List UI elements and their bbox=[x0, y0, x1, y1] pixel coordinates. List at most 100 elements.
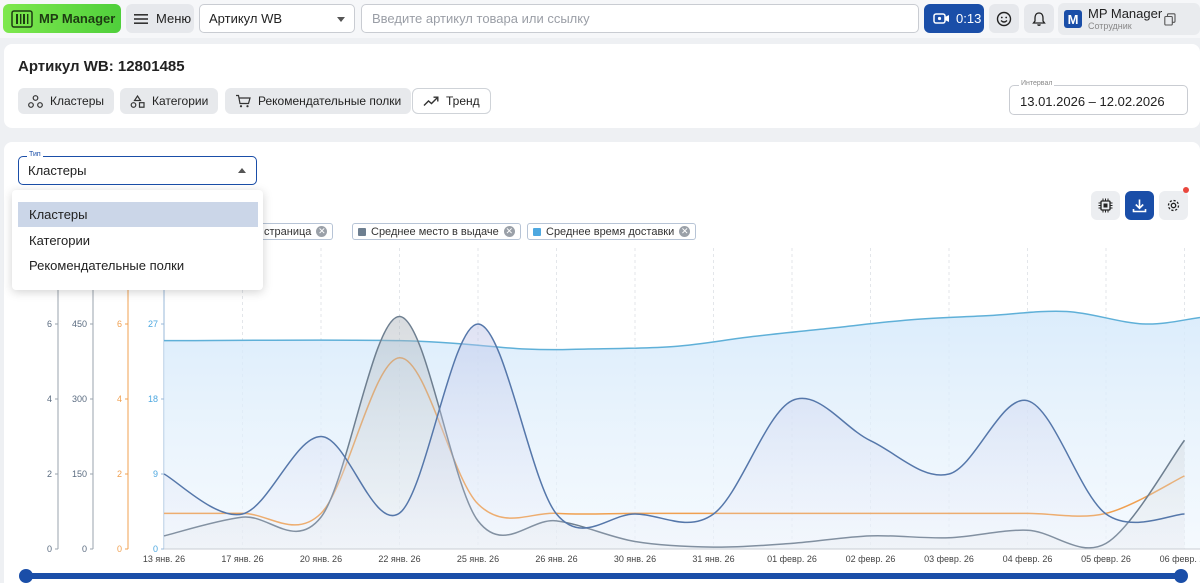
series-area bbox=[164, 323, 1185, 549]
y-tick-label: 4 bbox=[117, 394, 122, 404]
record-button[interactable]: 0:13 bbox=[924, 4, 984, 33]
x-tick-label: 31 янв. 26 bbox=[692, 554, 734, 564]
dropdown-option-categories[interactable]: Категории bbox=[29, 233, 90, 248]
chip-icon bbox=[1098, 198, 1113, 213]
cart-icon bbox=[236, 94, 251, 108]
y-tick-label: 2 bbox=[117, 469, 122, 479]
remove-icon[interactable]: ✕ bbox=[316, 226, 328, 237]
gear-icon bbox=[1167, 199, 1180, 212]
top-bar: MP Manager Меню Артикул WB 0:13 M MP Man… bbox=[0, 0, 1200, 38]
bell-icon bbox=[1032, 11, 1046, 26]
x-tick-label: 20 янв. 26 bbox=[300, 554, 342, 564]
legend-chip-avg-position-label: Среднее место в выдаче bbox=[371, 225, 499, 238]
y-tick-label: 0 bbox=[153, 544, 158, 554]
type-select-value: Кластеры bbox=[28, 163, 87, 178]
article-type-value: Артикул WB bbox=[209, 11, 283, 26]
x-tick-label: 05 февр. 26 bbox=[1081, 554, 1131, 564]
y-tick-label: 18 bbox=[148, 394, 158, 404]
interval-value: 13.01.2026 – 12.02.2026 bbox=[1020, 94, 1165, 109]
y-tick-label: 0 bbox=[82, 544, 87, 554]
tab-categories[interactable]: Категории bbox=[120, 88, 219, 114]
caret-down-icon bbox=[337, 17, 345, 22]
menu-button[interactable]: Меню bbox=[126, 4, 194, 33]
download-icon bbox=[1132, 199, 1147, 213]
metrics-line-chart: 0 2 4 6 0 150 300 450 0 2 4 6 0 9 18 27 13 янв. 26 17 янв… bbox=[47, 248, 1200, 564]
x-tick-label: 06 февр. 26 bbox=[1160, 554, 1200, 564]
chart-chip-button[interactable] bbox=[1091, 191, 1120, 220]
dropdown-option-clusters[interactable]: Кластеры bbox=[18, 202, 258, 227]
chart-settings-button[interactable] bbox=[1159, 191, 1188, 220]
x-tick-label: 03 февр. 26 bbox=[924, 554, 974, 564]
interval-label: Интервал bbox=[1019, 80, 1055, 87]
legend-chip-delivery-time[interactable]: Среднее время доставки ✕ bbox=[527, 223, 697, 240]
range-slider-track[interactable] bbox=[24, 573, 1182, 579]
x-tick-label: 26 янв. 26 bbox=[535, 554, 577, 564]
legend-swatch bbox=[533, 227, 541, 236]
tab-trend[interactable]: Тренд bbox=[412, 88, 491, 114]
remove-icon[interactable]: ✕ bbox=[503, 226, 515, 237]
range-slider-start-handle[interactable] bbox=[19, 569, 33, 583]
tab-clusters[interactable]: Кластеры bbox=[18, 88, 114, 114]
y-tick-label: 6 bbox=[47, 319, 52, 329]
article-search-input[interactable] bbox=[361, 4, 919, 33]
type-dropdown-menu: Кластеры Категории Рекомендательные полк… bbox=[12, 190, 263, 290]
remove-icon[interactable]: ✕ bbox=[679, 226, 691, 237]
article-header-card: Артикул WB: 12801485 Кластеры Категории … bbox=[4, 44, 1200, 128]
emoji-button[interactable] bbox=[989, 4, 1019, 33]
tab-recommendation-shelves-label: Рекомендательные полки bbox=[258, 94, 402, 108]
menu-label: Меню bbox=[156, 11, 192, 26]
record-time: 0:13 bbox=[956, 11, 982, 26]
account-menu[interactable]: M MP Manager Сотрудник bbox=[1058, 3, 1200, 35]
type-select-label: Тип bbox=[27, 151, 43, 158]
y-tick-label: 4 bbox=[47, 394, 52, 404]
barcode-logo-icon bbox=[11, 9, 33, 28]
account-role: Сотрудник bbox=[1088, 21, 1132, 31]
x-tick-label: 02 февр. 26 bbox=[846, 554, 896, 564]
y-tick-label: 150 bbox=[72, 469, 87, 479]
y-tick-label: 450 bbox=[72, 319, 87, 329]
notifications-button[interactable] bbox=[1024, 4, 1054, 33]
logo-button[interactable]: MP Manager bbox=[3, 4, 121, 33]
y-tick-label: 2 bbox=[47, 469, 52, 479]
tab-trend-label: Тренд bbox=[446, 94, 480, 108]
avatar: M bbox=[1064, 10, 1082, 28]
y-tick-label: 27 bbox=[148, 319, 158, 329]
y-tick-label: 300 bbox=[72, 394, 87, 404]
legend-chip-page-label: я страница bbox=[255, 225, 312, 238]
video-camera-icon bbox=[933, 13, 949, 24]
legend-chip-delivery-time-label: Среднее время доставки bbox=[546, 225, 675, 238]
x-tick-label: 17 янв. 26 bbox=[221, 554, 263, 564]
copy-icon[interactable] bbox=[1164, 13, 1176, 26]
download-button[interactable] bbox=[1125, 191, 1154, 220]
y-tick-label: 6 bbox=[117, 319, 122, 329]
range-slider-end-handle[interactable] bbox=[1174, 569, 1188, 583]
x-tick-label: 25 янв. 26 bbox=[457, 554, 499, 564]
x-tick-label: 30 янв. 26 bbox=[614, 554, 656, 564]
account-name: MP Manager bbox=[1088, 6, 1163, 21]
trend-icon bbox=[423, 96, 439, 106]
x-tick-label: 22 янв. 26 bbox=[378, 554, 420, 564]
legend-chip-avg-position[interactable]: Среднее место в выдаче ✕ bbox=[352, 223, 521, 240]
dropdown-option-recommendation-shelves[interactable]: Рекомендательные полки bbox=[29, 258, 185, 273]
x-tick-label: 01 февр. 26 bbox=[767, 554, 817, 564]
smiley-icon bbox=[996, 11, 1012, 26]
cluster-icon bbox=[28, 94, 43, 108]
page-title: Артикул WB: 12801485 bbox=[18, 58, 185, 75]
tab-categories-label: Категории bbox=[152, 94, 209, 108]
caret-up-icon bbox=[238, 168, 246, 173]
tab-recommendation-shelves[interactable]: Рекомендательные полки bbox=[225, 88, 412, 114]
type-select[interactable]: Тип Кластеры bbox=[18, 151, 257, 185]
legend-swatch bbox=[358, 227, 366, 236]
interval-picker[interactable]: Интервал 13.01.2026 – 12.02.2026 bbox=[1009, 80, 1188, 115]
legend-chip-page[interactable]: я страница ✕ bbox=[250, 223, 334, 240]
notification-dot bbox=[1183, 187, 1189, 193]
hamburger-icon bbox=[134, 13, 148, 24]
article-type-select[interactable]: Артикул WB bbox=[199, 4, 355, 33]
tab-clusters-label: Кластеры bbox=[50, 94, 104, 108]
y-tick-label: 0 bbox=[47, 544, 52, 554]
y-tick-label: 0 bbox=[117, 544, 122, 554]
series-line bbox=[163, 323, 1185, 529]
logo-text: MP Manager bbox=[39, 11, 116, 26]
y-tick-label: 9 bbox=[153, 469, 158, 479]
x-tick-label: 04 февр. 26 bbox=[1003, 554, 1053, 564]
